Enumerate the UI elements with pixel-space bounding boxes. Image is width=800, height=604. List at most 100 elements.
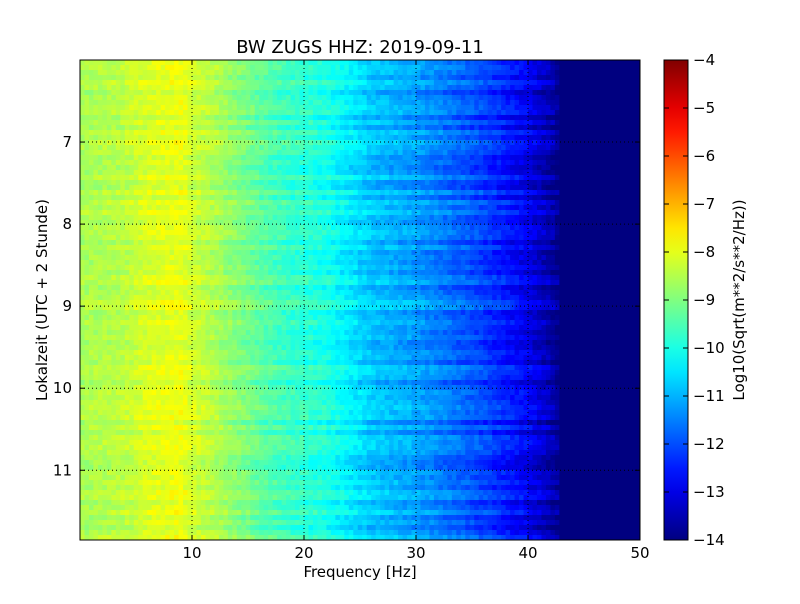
heatmap-cell <box>241 95 247 101</box>
heatmap-cell <box>586 105 592 111</box>
heatmap-cell <box>88 235 95 241</box>
heatmap-cell <box>115 150 121 156</box>
heatmap-cell <box>389 250 395 256</box>
heatmap-cell <box>375 160 381 166</box>
heatmap-cell <box>451 150 457 156</box>
heatmap-cell <box>465 220 471 226</box>
heatmap-cell <box>169 115 175 121</box>
heatmap-cell <box>604 160 610 166</box>
heatmap-cell <box>156 150 162 156</box>
heatmap-cell <box>317 90 323 96</box>
heatmap-cell <box>187 235 193 241</box>
heatmap-cell <box>236 250 242 256</box>
heatmap-cell <box>335 230 341 236</box>
heatmap-cell <box>138 240 144 246</box>
heatmap-cell <box>129 230 135 236</box>
heatmap-cell <box>416 115 422 121</box>
heatmap-cell <box>613 160 619 166</box>
heatmap-cell <box>142 70 148 76</box>
heatmap-cell <box>339 105 345 111</box>
heatmap-cell <box>523 185 529 191</box>
heatmap-cell <box>277 95 283 101</box>
heatmap-cell <box>545 85 551 91</box>
heatmap-cell <box>608 70 614 76</box>
heatmap-cell <box>348 190 354 196</box>
heatmap-cell <box>106 150 112 156</box>
heatmap-cell <box>572 205 578 211</box>
heatmap-cell <box>554 150 560 156</box>
heatmap-cell <box>299 210 305 216</box>
heatmap-cell <box>142 65 148 71</box>
heatmap-cell <box>384 170 390 176</box>
heatmap-cell <box>599 190 605 196</box>
heatmap-cell <box>187 95 193 101</box>
heatmap-cell <box>304 240 310 246</box>
heatmap-cell <box>205 225 211 231</box>
heatmap-cell <box>348 105 354 111</box>
heatmap-cell <box>536 75 543 81</box>
heatmap-cell <box>357 255 363 261</box>
heatmap-cell <box>93 225 99 231</box>
heatmap-cell <box>371 150 377 156</box>
heatmap-cell <box>595 225 601 231</box>
heatmap-cell <box>286 205 292 211</box>
heatmap-cell <box>362 100 368 106</box>
heatmap-cell <box>200 255 207 261</box>
heatmap-cell <box>299 115 305 121</box>
heatmap-cell <box>420 255 426 261</box>
heatmap-cell <box>451 145 457 151</box>
heatmap-cell <box>236 225 242 231</box>
heatmap-cell <box>277 135 283 141</box>
heatmap-cell <box>102 60 108 66</box>
heatmap-cell <box>528 165 534 171</box>
heatmap-cell <box>223 215 229 221</box>
heatmap-cell <box>617 65 623 71</box>
heatmap-cell <box>631 230 637 236</box>
heatmap-cell <box>366 210 372 216</box>
heatmap-cell <box>501 210 507 216</box>
heatmap-cell <box>330 200 336 206</box>
heatmap-cell <box>84 255 90 261</box>
heatmap-cell <box>160 145 166 151</box>
heatmap-cell <box>617 175 623 181</box>
heatmap-cell <box>272 205 278 211</box>
heatmap-cell <box>496 75 502 81</box>
heatmap-cell <box>209 125 215 131</box>
heatmap-cell <box>268 80 274 86</box>
heatmap-cell <box>339 70 345 76</box>
heatmap-cell <box>599 140 605 146</box>
heatmap-cell <box>447 225 453 231</box>
heatmap-cell <box>263 220 269 226</box>
heatmap-cell <box>281 200 287 206</box>
heatmap-cell <box>129 195 135 201</box>
heatmap-cell <box>438 165 444 171</box>
heatmap-cell <box>483 230 489 236</box>
heatmap-cell <box>192 130 198 136</box>
heatmap-cell <box>147 130 153 136</box>
heatmap-cell <box>151 135 157 141</box>
heatmap-cell <box>357 185 363 191</box>
heatmap-cell <box>277 115 283 121</box>
heatmap-cell <box>465 205 471 211</box>
heatmap-cell <box>478 240 484 246</box>
heatmap-cell <box>183 215 189 221</box>
heatmap-cell <box>536 225 543 231</box>
heatmap-cell <box>626 120 632 126</box>
heatmap-cell <box>492 130 498 136</box>
heatmap-cell <box>272 220 278 226</box>
heatmap-cell <box>380 65 386 71</box>
heatmap-cell <box>174 115 180 121</box>
heatmap-cell <box>626 80 632 86</box>
heatmap-cell <box>138 65 144 71</box>
heatmap-cell <box>254 80 260 86</box>
heatmap-cell <box>456 155 462 161</box>
heatmap-cell <box>214 135 220 141</box>
heatmap-cell <box>563 235 569 241</box>
heatmap-cell <box>335 105 341 111</box>
heatmap-cell <box>263 135 269 141</box>
heatmap-cell <box>339 130 345 136</box>
heatmap-cell <box>550 85 556 91</box>
heatmap-cell <box>478 155 484 161</box>
heatmap-cell <box>147 205 153 211</box>
heatmap-cell <box>335 140 341 146</box>
